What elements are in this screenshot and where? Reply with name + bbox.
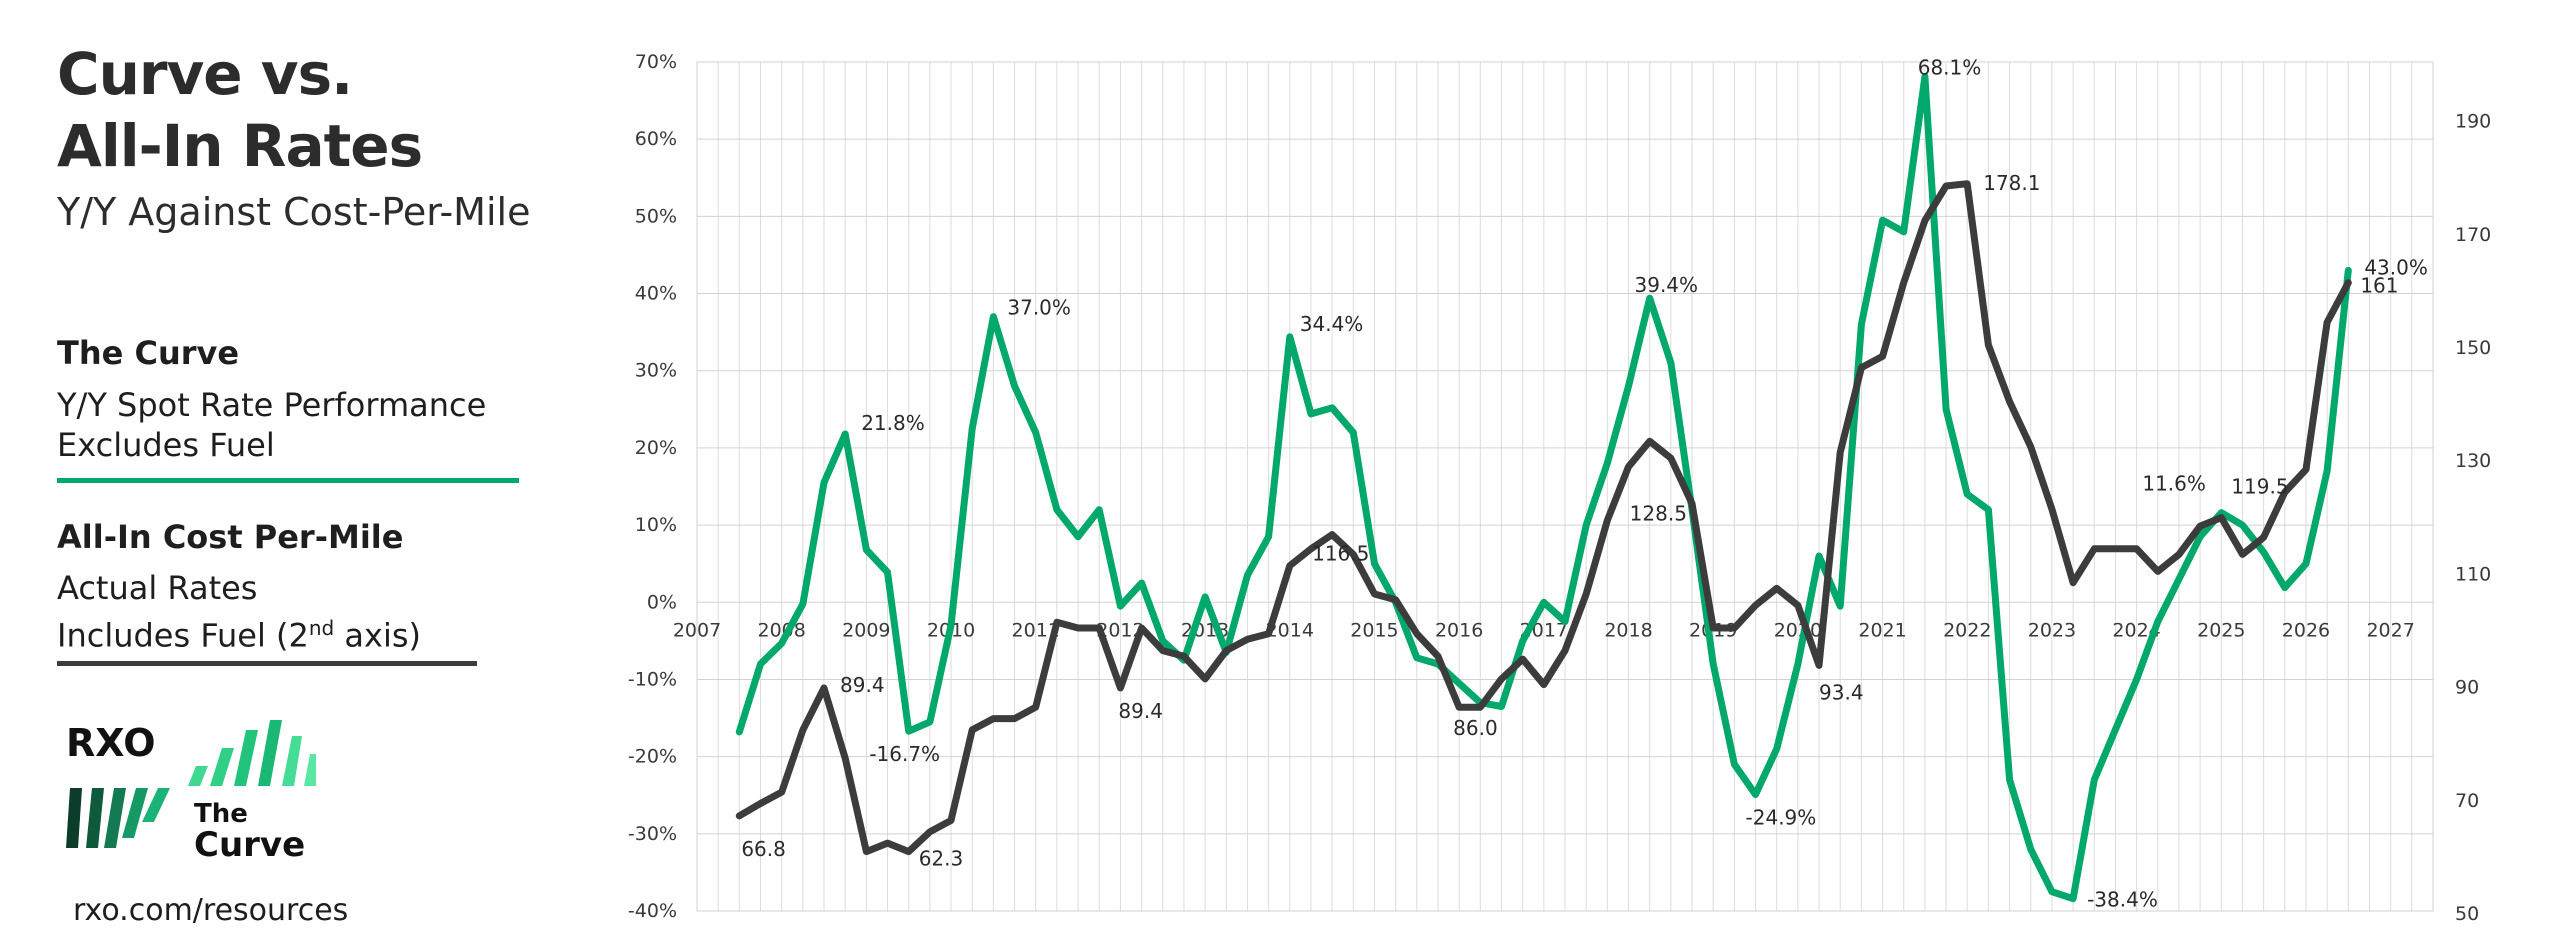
y-left-tick-label: 40% [635, 283, 677, 305]
x-tick-label: 2014 [1266, 619, 1314, 641]
data-label: 89.4 [1118, 699, 1163, 723]
resources-link[interactable]: rxo.com/resources [73, 893, 349, 928]
data-label: 43.0% [2364, 255, 2428, 279]
data-label: -24.9% [1746, 805, 1817, 829]
data-label: 21.8% [861, 411, 925, 435]
legend-cpm-line2-pre: Includes Fuel (2 [57, 616, 309, 655]
left-panel: Curve vs. All-In Rates Y/Y Against Cost-… [0, 0, 640, 943]
x-tick-label: 2023 [2028, 619, 2076, 641]
data-label: 178.1 [1983, 171, 2040, 195]
brand-logo: RXO The Curve [66, 720, 316, 865]
legend-cpm-title: All-In Cost Per-Mile [57, 518, 404, 556]
y-right-tick-label: 130 [2455, 450, 2491, 472]
x-tick-label: 2016 [1435, 619, 1483, 641]
data-label: 86.0 [1453, 716, 1498, 740]
y-left-tick-label: 20% [635, 437, 677, 459]
y-right-tick-label: 190 [2455, 111, 2491, 133]
data-label: -38.4% [2087, 888, 2158, 912]
data-label: 34.4% [1300, 312, 1364, 336]
y-left-tick-label: 50% [635, 205, 677, 227]
y-left-tick-label: -30% [628, 823, 677, 845]
data-label: 93.4 [1819, 680, 1864, 704]
y-left-tick-label: -10% [628, 668, 677, 690]
data-label: -16.7% [869, 742, 940, 766]
x-tick-label: 2024 [2112, 619, 2160, 641]
x-tick-label: 2015 [1350, 619, 1398, 641]
x-tick-label: 2025 [2197, 619, 2245, 641]
legend-curve-line1: Y/Y Spot Rate Performance [57, 386, 487, 424]
x-tick-label: 2009 [842, 619, 890, 641]
data-label: 128.5 [1630, 502, 1687, 526]
y-right-tick-label: 90 [2455, 677, 2479, 699]
legend-cpm-line1: Actual Rates [57, 569, 258, 607]
x-tick-label: 2020 [1774, 619, 1822, 641]
y-left-tick-label: -20% [628, 746, 677, 768]
curve-logo-line1: The [194, 799, 248, 829]
rxo-stripes-icon [66, 788, 170, 848]
chart-title: Curve vs. All-In Rates [57, 38, 423, 182]
y-left-tick-label: 0% [647, 591, 677, 613]
x-tick-label: 2011 [1012, 619, 1060, 641]
chart-subtitle: Y/Y Against Cost-Per-Mile [57, 190, 531, 234]
data-label: 39.4% [1635, 273, 1699, 297]
rxo-logo-text: RXO [66, 721, 156, 765]
data-label: 161 [2360, 274, 2398, 298]
data-label: 68.1% [1918, 56, 1982, 80]
legend-cpm-line2-post: axis) [334, 616, 421, 655]
data-label: 89.4 [840, 673, 885, 697]
series-line-cpm [735, 180, 2352, 856]
y-left-tick-label: -40% [628, 900, 677, 922]
x-tick-label: 2018 [1604, 619, 1652, 641]
curve-stripes-icon [188, 720, 316, 786]
legend-curve-swatch [57, 478, 519, 483]
x-tick-label: 2021 [1858, 619, 1906, 641]
legend-curve-line2: Excludes Fuel [57, 426, 275, 464]
y-right-tick-label: 170 [2455, 224, 2491, 246]
x-tick-label: 2012 [1096, 619, 1144, 641]
x-tick-label: 2007 [673, 619, 721, 641]
y-right-tick-label: 70 [2455, 790, 2479, 812]
y-left-tick-label: 10% [635, 514, 677, 536]
legend-cpm-swatch [57, 661, 477, 666]
x-tick-label: 2026 [2282, 619, 2330, 641]
title-line-1: Curve vs. [57, 40, 353, 108]
legend-curve-title: The Curve [57, 334, 240, 372]
y-right-tick-label: 110 [2455, 563, 2491, 585]
data-label: 116.5 [1312, 542, 1369, 566]
y-right-tick-label: 50 [2455, 903, 2479, 925]
plot-frame [696, 61, 2434, 912]
legend-cpm-line2-sup: nd [308, 616, 335, 640]
data-label: 37.0% [1007, 296, 1071, 320]
y-right-tick-label: 150 [2455, 337, 2491, 359]
data-label: 66.8 [741, 837, 786, 861]
y-left-tick-label: 70% [635, 51, 677, 73]
x-tick-label: 2022 [1943, 619, 1991, 641]
title-line-2: All-In Rates [57, 112, 423, 180]
data-label: 119.5 [2231, 475, 2288, 499]
series-line-curve [735, 73, 2352, 903]
legend-cpm-line2: Includes Fuel (2nd axis) [57, 608, 421, 656]
y-left-tick-label: 60% [635, 128, 677, 150]
curve-logo-line2: Curve [194, 825, 305, 865]
data-label: 62.3 [919, 846, 964, 870]
data-label: 11.6% [2142, 472, 2206, 496]
x-tick-label: 2027 [2366, 619, 2414, 641]
y-left-tick-label: 30% [635, 360, 677, 382]
